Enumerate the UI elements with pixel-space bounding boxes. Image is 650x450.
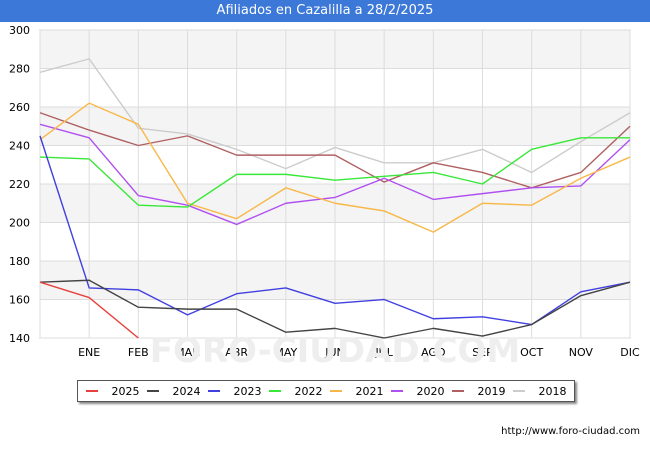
series-line-2018 <box>39 58 631 174</box>
x-tick-label: FEB <box>128 346 149 359</box>
legend-swatch <box>512 390 525 392</box>
series-line-2020 <box>39 123 631 226</box>
legend-label: 2021 <box>355 384 384 398</box>
legend-label: 2024 <box>172 384 201 398</box>
y-tick-label: 180 <box>9 255 30 268</box>
series-line-2022 <box>39 137 630 208</box>
x-tick-label: JUL <box>374 346 393 359</box>
legend: 2025 2024 2023 2022 2021 2020 2019 2018 <box>77 380 575 402</box>
legend-label: 2020 <box>416 384 445 398</box>
x-tick-label: ABR <box>225 346 248 359</box>
legend-item-2025: 2025 <box>85 384 140 398</box>
y-tick-label: 140 <box>9 332 30 345</box>
chart-title: Afiliados en Cazalilla a 28/2/2025 <box>0 0 650 22</box>
legend-item-2021: 2021 <box>329 384 384 398</box>
legend-item-2022: 2022 <box>268 384 323 398</box>
y-tick-label: 200 <box>9 217 30 230</box>
legend-label: 2019 <box>477 384 506 398</box>
legend-swatch <box>85 390 98 392</box>
x-tick-label: ENE <box>78 346 100 359</box>
legend-swatch <box>146 390 159 392</box>
legend-item-2019: 2019 <box>451 384 506 398</box>
y-tick-label: 160 <box>9 294 30 307</box>
legend-swatch <box>268 390 281 392</box>
legend-label: 2018 <box>538 384 567 398</box>
x-tick-label: SEP <box>472 346 493 359</box>
legend-label: 2022 <box>294 384 323 398</box>
watermark: FORO-CIUDAD.COM <box>150 331 521 371</box>
y-tick-label: 280 <box>9 63 30 76</box>
y-tick-label: 260 <box>9 101 30 114</box>
y-tick-label: 220 <box>9 178 30 191</box>
y-tick-label: 300 <box>9 24 30 37</box>
legend-label: 2023 <box>233 384 262 398</box>
legend-swatch <box>451 390 464 392</box>
legend-swatch <box>207 390 220 392</box>
y-tick-label: 240 <box>9 140 30 153</box>
x-tick-label: AGO <box>421 346 446 359</box>
series-line-2024 <box>39 279 631 339</box>
x-tick-label: MAR <box>175 346 200 359</box>
legend-item-2023: 2023 <box>207 384 262 398</box>
legend-swatch <box>329 390 342 392</box>
x-tick-label: DIC <box>620 346 640 359</box>
x-tick-label: NOV <box>569 346 594 359</box>
legend-label: 2025 <box>111 384 140 398</box>
legend-item-2020: 2020 <box>390 384 445 398</box>
legend-swatch <box>390 390 403 392</box>
x-tick-label: JUN <box>324 346 345 359</box>
series-line-2025 <box>39 281 139 339</box>
series-line-2021 <box>39 102 631 233</box>
legend-item-2024: 2024 <box>146 384 201 398</box>
legend-item-2018: 2018 <box>512 384 567 398</box>
x-tick-label: OCT <box>520 346 543 359</box>
source-link[interactable]: http://www.foro-ciudad.com <box>501 426 640 437</box>
x-tick-label: MAY <box>274 346 297 359</box>
